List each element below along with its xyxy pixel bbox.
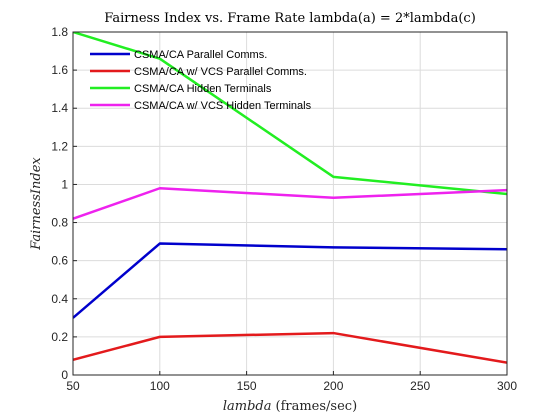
- x-axis-label: lambda (frames/sec): [223, 399, 357, 414]
- legend-entry-4: CSMA/CA w/ VCS Hidden Terminals: [134, 100, 312, 112]
- series-line-2: [73, 331, 507, 364]
- y-tick-label: 1: [61, 177, 68, 191]
- legend-entry-1: CSMA/CA Parallel Comms.: [134, 49, 267, 61]
- x-axis-label-unit: (frames/sec): [276, 399, 358, 414]
- axis-ticks: 50 100 150 200 250 300 0 0.2 0.4 0.6 0.8 1 1.2 1.4 1.6…: [51, 25, 517, 393]
- y-tick-label: 1.8: [51, 25, 68, 39]
- legend-entry-3: CSMA/CA Hidden Terminals: [134, 83, 272, 95]
- chart-title: Fairness Index vs. Frame Rate lambda(a) …: [104, 11, 476, 26]
- y-tick-label: 0.8: [51, 216, 68, 230]
- x-tick-label: 300: [497, 379, 517, 393]
- y-tick-label: 1.6: [51, 63, 68, 77]
- y-axis-label: FairnessIndex: [29, 157, 44, 251]
- x-tick-label: 250: [410, 379, 430, 393]
- x-tick-label: 100: [150, 379, 170, 393]
- y-tick-label: 0.4: [51, 292, 68, 306]
- x-tick-label: 150: [237, 379, 257, 393]
- x-tick-label: 200: [323, 379, 343, 393]
- series-line-4: [73, 187, 507, 220]
- y-tick-label: 0.6: [51, 254, 68, 268]
- series-line-1: [73, 242, 507, 319]
- x-axis-label-var: lambda: [223, 399, 272, 414]
- y-tick-label: 1.2: [51, 139, 68, 153]
- x-tick-label: 50: [66, 379, 80, 393]
- plot-frame: [72, 31, 508, 376]
- y-tick-label: 0: [61, 368, 68, 382]
- y-tick-label: 0.2: [51, 330, 68, 344]
- y-tick-label: 1.4: [51, 101, 68, 115]
- series-lines: [73, 32, 507, 364]
- legend: CSMA/CA Parallel Comms. CSMA/CA w/ VCS Pa…: [90, 49, 312, 112]
- series-line-3: [73, 32, 507, 196]
- legend-entry-2: CSMA/CA w/ VCS Parallel Comms.: [134, 66, 307, 78]
